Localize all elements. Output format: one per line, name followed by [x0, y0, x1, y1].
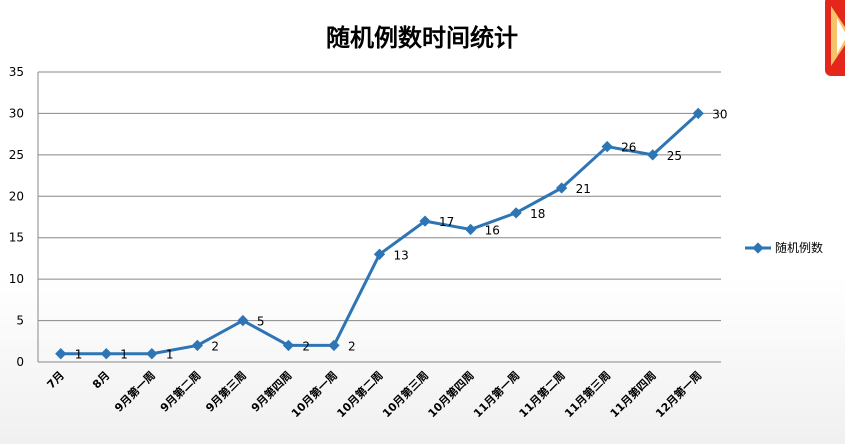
- data-point: [419, 215, 431, 227]
- data-point: [510, 207, 522, 219]
- y-tick-label: 15: [9, 231, 24, 245]
- series-line: [60, 112, 700, 356]
- data-point: [191, 339, 204, 352]
- corner-decoration-icon: [825, 0, 845, 76]
- data-label: 30: [712, 107, 727, 121]
- data-label: 18: [530, 207, 545, 221]
- data-label: 2: [348, 339, 356, 353]
- data-point: [464, 223, 477, 236]
- x-tick-label: 9月第四周: [248, 368, 294, 414]
- data-point: [282, 339, 295, 352]
- x-tick-label: 10月第一周: [288, 368, 340, 420]
- data-label: 26: [621, 141, 636, 155]
- y-tick-label: 10: [9, 272, 24, 286]
- y-axis-tick-labels: 0 5 10 15 20 25 30 35: [9, 65, 24, 369]
- x-tick-label: 11月第三周: [561, 368, 613, 420]
- data-point: [55, 348, 67, 360]
- data-label: 1: [75, 348, 83, 362]
- data-point: [647, 149, 659, 161]
- data-label: 2: [302, 339, 310, 353]
- data-label: 21: [576, 182, 591, 196]
- x-tick-label: 9月第一周: [112, 368, 158, 414]
- x-tick-label: 11月第四周: [607, 368, 659, 420]
- x-tick-label: 8月: [90, 369, 112, 391]
- series-markers: [55, 107, 704, 360]
- data-point: [100, 348, 112, 360]
- x-tick-label: 11月第一周: [470, 368, 522, 420]
- y-tick-label: 5: [16, 314, 24, 328]
- data-label: 1: [166, 348, 174, 362]
- x-tick-label: 9月第三周: [203, 368, 249, 414]
- data-point: [237, 314, 249, 327]
- x-tick-label: 10月第二周: [334, 368, 386, 420]
- x-tick-label: 10月第三周: [379, 368, 431, 420]
- data-point: [373, 248, 386, 260]
- data-label: 2: [211, 339, 219, 353]
- y-tick-label: 20: [9, 189, 24, 203]
- legend-swatch-marker: [752, 242, 764, 254]
- x-axis-tick-labels: 7月 8月 9月第一周 9月第二周 9月第三周 9月第四周10月第一周10月第二周10月第…: [45, 368, 705, 420]
- data-label: 13: [394, 248, 409, 262]
- data-label: 25: [667, 149, 682, 163]
- x-tick-label: 7月: [45, 369, 67, 391]
- data-label: 16: [485, 223, 500, 237]
- y-tick-label: 25: [9, 148, 24, 162]
- x-tick-label: 10月第四周: [425, 368, 477, 420]
- data-point: [555, 182, 568, 194]
- grid-lines: [37, 71, 721, 363]
- x-tick-label: 11月第二周: [516, 368, 568, 420]
- data-label: 5: [257, 315, 265, 329]
- data-point: [601, 140, 613, 153]
- data-label: 17: [439, 215, 454, 229]
- data-point: [328, 339, 340, 352]
- legend-label: 随机例数: [775, 240, 823, 255]
- chart-title: 随机例数时间统计: [326, 24, 518, 52]
- x-tick-label: 9月第二周: [157, 368, 203, 414]
- y-tick-label: 30: [9, 106, 24, 120]
- data-label: 1: [120, 348, 128, 362]
- data-point: [146, 348, 158, 360]
- x-tick-label: 12月第一周: [653, 368, 705, 420]
- y-tick-label: 35: [9, 65, 24, 79]
- legend: 随机例数: [745, 240, 823, 255]
- y-tick-label: 0: [16, 355, 24, 369]
